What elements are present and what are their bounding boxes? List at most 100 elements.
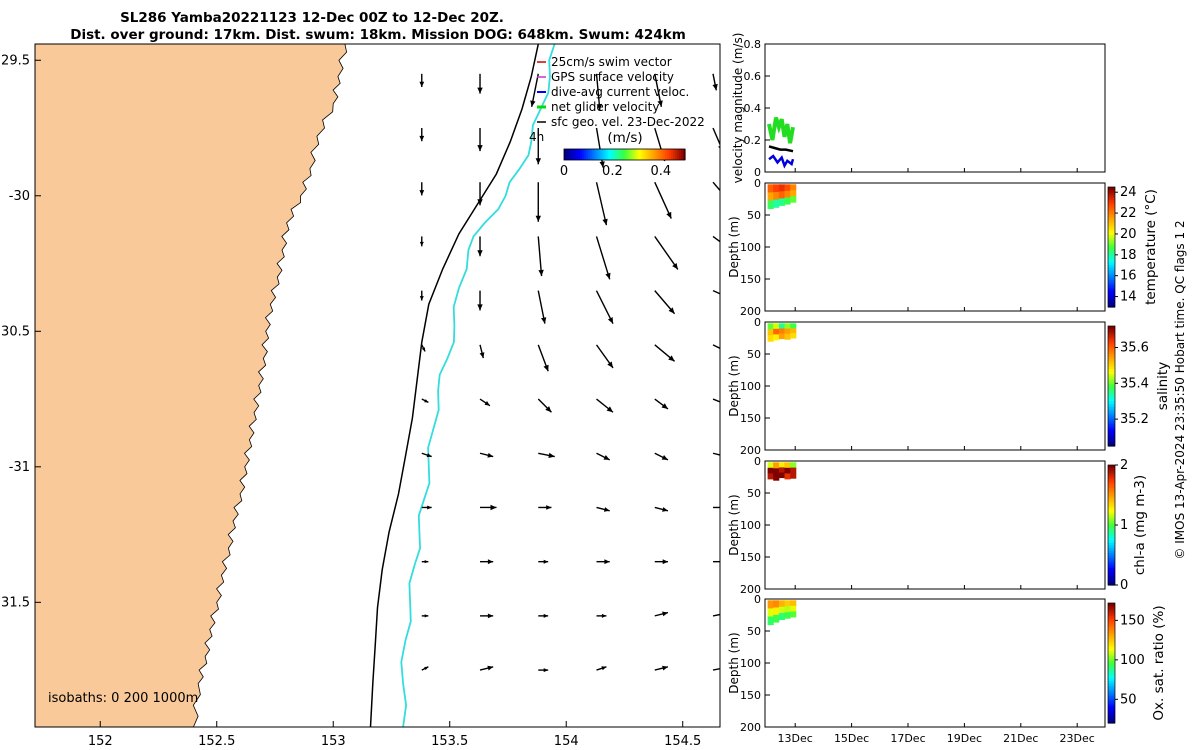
velocity-vector bbox=[419, 236, 424, 247]
oxygen-ylabel: Depth (m) bbox=[727, 632, 741, 693]
colorbar-segment bbox=[1108, 348, 1115, 352]
colorbar-segment bbox=[1108, 267, 1115, 271]
profile-cell bbox=[778, 333, 785, 340]
colorbar-segment bbox=[1108, 500, 1115, 504]
colorbar-segment bbox=[1108, 525, 1115, 529]
map-colorbar-segment bbox=[666, 149, 670, 160]
colorbar-segment bbox=[1108, 710, 1115, 714]
colorbar-segment bbox=[1108, 565, 1115, 569]
colorbar-frame bbox=[1107, 186, 1116, 308]
profile-cell bbox=[784, 323, 791, 330]
colorbar-segment bbox=[1108, 512, 1115, 516]
legend-item-net: net glider velocity bbox=[551, 100, 659, 114]
colorbar-segment bbox=[1108, 497, 1115, 501]
profile-cell bbox=[773, 474, 780, 481]
colorbar-segment bbox=[1108, 675, 1115, 679]
map-colorbar-segment bbox=[564, 149, 567, 160]
map-colorbar-segment bbox=[612, 149, 616, 160]
colorbar-segment bbox=[1108, 421, 1115, 425]
map-colorbar-segment bbox=[646, 149, 650, 160]
colorbar-segment bbox=[1108, 416, 1115, 420]
velocity-vector bbox=[480, 613, 494, 619]
velocity-vector bbox=[419, 73, 425, 88]
colorbar-segment bbox=[1108, 277, 1115, 281]
velocity-vector bbox=[421, 452, 432, 458]
colorbar-segment bbox=[1108, 703, 1115, 707]
profile-cell bbox=[767, 184, 774, 193]
profile-cell bbox=[773, 199, 780, 208]
map-y-tick-label: 31.5 bbox=[1, 595, 30, 610]
depth-y-tick-label: 100 bbox=[740, 380, 761, 393]
colorbar-tick-label: 20 bbox=[1120, 227, 1137, 242]
colorbar-segment bbox=[1108, 505, 1115, 509]
velocity-vector bbox=[421, 666, 429, 671]
colorbar-segment bbox=[1108, 214, 1115, 218]
colorbar-segment bbox=[1108, 383, 1115, 387]
profile-cell bbox=[773, 184, 780, 193]
colorbar-segment bbox=[1108, 331, 1115, 335]
profile-cell bbox=[778, 323, 785, 329]
map-colorbar-tick-label: 0.2 bbox=[602, 164, 623, 179]
profile-cell bbox=[773, 468, 780, 475]
map-colorbar-segment bbox=[682, 149, 686, 160]
oxygen-profile bbox=[767, 600, 797, 626]
profile-cell bbox=[778, 191, 785, 199]
depth-y-tick-label: 150 bbox=[740, 412, 761, 425]
map-colorbar-segment bbox=[592, 149, 595, 160]
colorbar-segment bbox=[1108, 204, 1115, 208]
profile-cell bbox=[767, 323, 774, 330]
map-x-tick-label: 153 bbox=[321, 734, 346, 749]
map-colorbar-segment bbox=[644, 149, 648, 160]
profile-cell bbox=[767, 600, 774, 609]
profile-cell bbox=[784, 467, 791, 474]
colorbar-segment bbox=[1108, 209, 1115, 213]
map-colorbar-segment bbox=[672, 149, 676, 160]
colorbar-segment bbox=[1108, 408, 1115, 412]
colorbar-segment bbox=[1108, 351, 1115, 355]
colorbar-segment bbox=[1108, 336, 1115, 340]
colorbar-tick-label: 35.6 bbox=[1120, 340, 1149, 355]
salinity-ylabel: Depth (m) bbox=[727, 355, 741, 416]
colorbar-segment bbox=[1108, 393, 1115, 397]
velocity-vector bbox=[712, 235, 720, 243]
velocity-vector bbox=[538, 452, 555, 458]
colorbar-segment bbox=[1108, 229, 1115, 233]
land-area bbox=[35, 44, 348, 727]
velocity-vector bbox=[421, 560, 429, 564]
velocity-vector bbox=[654, 611, 669, 617]
chla-ylabel: Depth (m) bbox=[727, 494, 741, 555]
map-colorbar-segment bbox=[602, 149, 605, 160]
legend-item-gps: GPS surface velocity bbox=[551, 70, 674, 84]
temperature-colorbar: 14 16 18 20 22 24 bbox=[1107, 185, 1137, 308]
colorbar-segment bbox=[1108, 522, 1115, 526]
depth-y-tick-label: 150 bbox=[740, 689, 761, 702]
colorbar-segment bbox=[1108, 239, 1115, 243]
salinity-colorbar: 35.2 35.4 35.6 bbox=[1107, 325, 1149, 447]
colorbar-segment bbox=[1108, 433, 1115, 437]
map-x-tick-label: 154.5 bbox=[664, 734, 701, 749]
colorbar-segment bbox=[1108, 673, 1115, 677]
colorbar-segment bbox=[1108, 189, 1115, 193]
legend-item-geo: sfc geo. vel. 23-Dec-2022 bbox=[551, 115, 705, 129]
colorbar-segment bbox=[1108, 713, 1115, 717]
velocity-vector bbox=[480, 559, 494, 565]
velocity-vector bbox=[654, 181, 672, 219]
temperature-frame bbox=[764, 182, 1106, 312]
colorbar-segment bbox=[1108, 660, 1115, 664]
velocity-vector bbox=[712, 667, 720, 671]
colorbar-segment bbox=[1108, 550, 1115, 554]
map-x-tick-label: 152.5 bbox=[198, 734, 235, 749]
profile-cell bbox=[778, 467, 785, 473]
map-legend: 25cm/s swim vector GPS surface velocity … bbox=[537, 55, 705, 129]
colorbar-segment bbox=[1108, 557, 1115, 561]
colorbar-segment bbox=[1108, 485, 1115, 489]
map-colorbar-segment bbox=[632, 149, 636, 160]
colorbar-tick-label: 14 bbox=[1120, 290, 1137, 305]
colorbar-segment bbox=[1108, 299, 1115, 303]
colorbar-segment bbox=[1108, 358, 1115, 362]
profile-cell bbox=[790, 611, 797, 618]
profile-cell bbox=[767, 200, 774, 210]
colorbar-segment bbox=[1108, 683, 1115, 687]
profile-cell bbox=[784, 462, 791, 469]
colorbar-tick-label: 18 bbox=[1120, 248, 1137, 263]
